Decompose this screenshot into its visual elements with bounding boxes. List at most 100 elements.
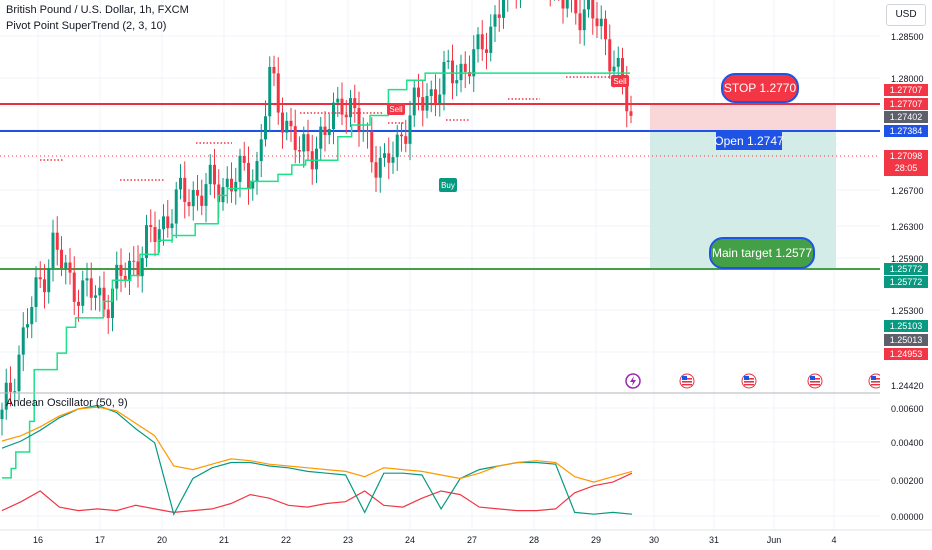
candle-body xyxy=(166,216,170,229)
us-flag-icon[interactable] xyxy=(679,373,695,389)
candle-body xyxy=(417,87,420,98)
open-callout-text: Open 1.2747 xyxy=(714,134,784,148)
candle-body xyxy=(132,260,136,262)
candle-body xyxy=(468,71,471,77)
candle-body xyxy=(123,275,127,280)
oscillator-red-line xyxy=(1,472,633,514)
price-badge-label: 1.25772 xyxy=(890,277,923,287)
candle-body xyxy=(408,115,412,144)
sell-signal-1: Sell xyxy=(387,103,405,115)
candle-body xyxy=(306,134,310,152)
candle-body xyxy=(51,232,55,268)
candle-body xyxy=(47,267,51,293)
price-badge-label: 1.25103 xyxy=(890,321,923,331)
candle-body xyxy=(136,261,140,277)
countdown-label: 28:05 xyxy=(895,163,918,173)
candle-body xyxy=(625,81,629,112)
price-badge-label: 1.27707 xyxy=(890,99,923,109)
osc-tick-label: 0.00600 xyxy=(891,404,924,414)
candle-body xyxy=(281,112,284,133)
price-tick-label: 1.25300 xyxy=(891,306,924,316)
time-tick-label: 28 xyxy=(529,535,539,545)
us-flag-icon[interactable] xyxy=(807,373,823,389)
candle-body xyxy=(383,153,386,158)
target-callout[interactable]: Main target 1.2577 xyxy=(709,237,815,269)
candle-body xyxy=(480,34,484,50)
candle-body xyxy=(289,120,293,127)
candle-body xyxy=(561,0,565,9)
candle-body xyxy=(200,195,204,206)
candle-body xyxy=(170,223,174,229)
time-tick-label: 17 xyxy=(95,535,105,545)
candle-body xyxy=(102,287,106,310)
stop-callout[interactable]: STOP 1.2770 xyxy=(721,73,799,103)
price-badge xyxy=(884,150,928,176)
candle-body xyxy=(9,382,12,392)
candle-body xyxy=(574,0,578,14)
candle-body xyxy=(302,134,306,152)
time-tick-label: Jun xyxy=(767,535,782,545)
candle-body xyxy=(4,382,8,410)
oscillator-title[interactable]: Andean Oscillator (50, 9) xyxy=(6,397,128,409)
economic-events[interactable] xyxy=(625,373,884,389)
candle-body xyxy=(327,129,331,136)
candle-body xyxy=(493,14,497,27)
candle-body xyxy=(268,66,272,117)
price-badge xyxy=(884,98,928,110)
price-badge-label: 1.27402 xyxy=(890,112,923,122)
candle-body xyxy=(412,87,416,116)
time-tick-label: 29 xyxy=(591,535,601,545)
candle-body xyxy=(361,130,365,133)
candle-body xyxy=(455,80,459,84)
osc-tick-label: 0.00400 xyxy=(891,438,924,448)
price-tick-label: 1.26700 xyxy=(891,186,924,196)
price-badge-label: 1.27098 xyxy=(890,151,923,161)
price-badge-label: 1.27384 xyxy=(890,126,923,136)
candle-body xyxy=(115,264,119,289)
candle-body xyxy=(463,63,467,72)
candle-body xyxy=(421,97,425,111)
candle-body xyxy=(230,178,233,192)
sell-label: Sell xyxy=(389,105,403,114)
candle-body xyxy=(191,190,195,207)
target-callout-text: Main target 1.2577 xyxy=(712,246,812,260)
candle-body xyxy=(128,260,131,280)
candle-body xyxy=(55,232,59,250)
trade-callouts[interactable]: STOP 1.2770 Open 1.2747 Main target 1.25… xyxy=(709,73,815,269)
candle-body xyxy=(149,225,153,228)
candle-body xyxy=(68,262,72,273)
candle-body xyxy=(591,0,595,19)
candlesticks xyxy=(0,0,633,436)
open-callout[interactable]: Open 1.2747 xyxy=(714,132,784,150)
candle-body xyxy=(366,130,369,133)
oscillator-orange-line xyxy=(1,406,633,483)
time-tick-label: 20 xyxy=(157,535,167,545)
candle-body xyxy=(438,94,442,104)
time-axis[interactable]: 16 17 20 21 22 23 24 27 28 29 30 31 Jun 4 xyxy=(0,529,932,550)
symbol-title[interactable]: British Pound / U.S. Dollar, 1h, FXCM xyxy=(6,4,189,16)
osc-tick-label: 0.00000 xyxy=(891,512,924,522)
currency-button[interactable]: USD xyxy=(886,4,926,26)
price-badge xyxy=(884,125,928,137)
candle-body xyxy=(357,108,361,133)
sell-signal-2: Sell xyxy=(611,75,629,87)
candle-body xyxy=(425,96,429,111)
lightning-icon[interactable] xyxy=(625,373,641,389)
indicator-title[interactable]: Pivot Point SuperTrend (2, 3, 10) xyxy=(6,20,167,32)
time-tick-label: 27 xyxy=(467,535,477,545)
candle-body xyxy=(344,114,348,118)
price-badge xyxy=(884,111,928,123)
candle-body xyxy=(247,162,250,189)
candle-body xyxy=(43,279,46,293)
candle-body xyxy=(98,287,102,296)
candle-body xyxy=(140,258,144,277)
candle-body xyxy=(370,132,374,163)
candle-body xyxy=(387,153,391,163)
candle-body xyxy=(378,157,382,178)
candle-body xyxy=(13,391,17,393)
price-badge xyxy=(884,334,928,346)
us-flag-icon[interactable] xyxy=(741,373,757,389)
candle-body xyxy=(64,262,68,269)
oscillator-axis[interactable]: 0.00600 0.00400 0.00200 0.00000 xyxy=(880,394,932,530)
